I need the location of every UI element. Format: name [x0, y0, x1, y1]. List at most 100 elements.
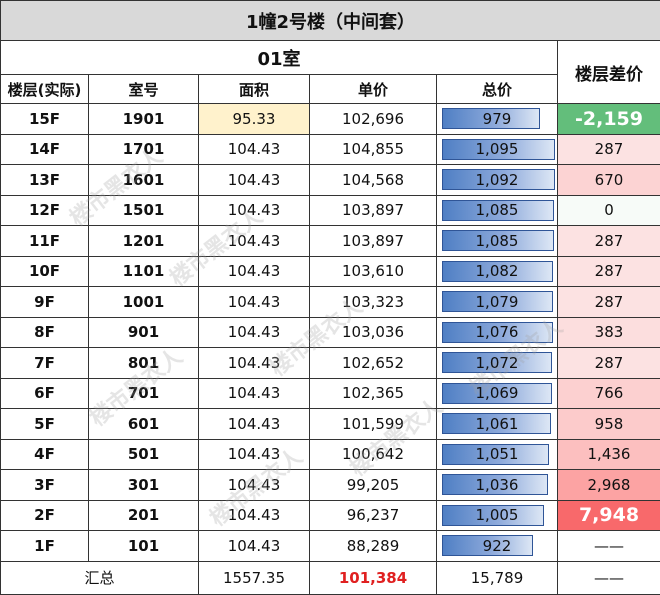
summary-total: 15,789	[437, 561, 558, 594]
cell-price: 103,036	[310, 317, 437, 348]
summary-label: 汇总	[1, 561, 199, 594]
cell-area: 104.43	[199, 348, 310, 379]
summary-diff: ——	[558, 561, 660, 594]
cell-floor-diff: ——	[558, 531, 660, 562]
room-label: 01室	[1, 41, 558, 75]
cell-floor-diff: 670	[558, 165, 660, 196]
cell-total: 1,082	[437, 256, 558, 287]
cell-floor: 10F	[1, 256, 89, 287]
cell-price: 99,205	[310, 470, 437, 501]
cell-floor-diff: 287	[558, 134, 660, 165]
cell-total: 922	[437, 531, 558, 562]
cell-floor: 12F	[1, 195, 89, 226]
cell-floor-diff: 1,436	[558, 439, 660, 470]
col-header-total: 总价	[437, 75, 558, 104]
col-header-floor: 楼层(实际)	[1, 75, 89, 104]
cell-area: 104.43	[199, 226, 310, 257]
cell-price: 102,696	[310, 104, 437, 135]
total-value: 1,072	[476, 354, 519, 372]
cell-price: 104,568	[310, 165, 437, 196]
cell-price: 102,652	[310, 348, 437, 379]
cell-price: 104,855	[310, 134, 437, 165]
cell-floor-diff: 383	[558, 317, 660, 348]
cell-floor: 6F	[1, 378, 89, 409]
cell-floor: 14F	[1, 134, 89, 165]
cell-price: 96,237	[310, 500, 437, 531]
cell-total: 1,072	[437, 348, 558, 379]
cell-floor: 1F	[1, 531, 89, 562]
cell-floor-diff: 287	[558, 348, 660, 379]
cell-price: 102,365	[310, 378, 437, 409]
summary-area: 1557.35	[199, 561, 310, 594]
cell-floor: 11F	[1, 226, 89, 257]
cell-total: 1,061	[437, 409, 558, 440]
cell-price: 101,599	[310, 409, 437, 440]
cell-total: 1,036	[437, 470, 558, 501]
cell-unit: 601	[89, 409, 199, 440]
total-value: 1,079	[476, 293, 519, 311]
cell-floor: 4F	[1, 439, 89, 470]
cell-floor-diff: 766	[558, 378, 660, 409]
cell-area: 104.43	[199, 378, 310, 409]
cell-total: 1,069	[437, 378, 558, 409]
cell-area: 104.43	[199, 317, 310, 348]
table-title: 1幢2号楼（中间套）	[1, 1, 660, 41]
cell-total: 1,076	[437, 317, 558, 348]
cell-area: 95.33	[199, 104, 310, 135]
cell-unit: 1201	[89, 226, 199, 257]
cell-area: 104.43	[199, 134, 310, 165]
cell-unit: 1501	[89, 195, 199, 226]
cell-unit: 1901	[89, 104, 199, 135]
col-header-area: 面积	[199, 75, 310, 104]
col-header-unit: 室号	[89, 75, 199, 104]
cell-unit: 101	[89, 531, 199, 562]
cell-area: 104.43	[199, 409, 310, 440]
cell-floor: 8F	[1, 317, 89, 348]
cell-price: 88,289	[310, 531, 437, 562]
total-value: 922	[483, 537, 512, 555]
cell-unit: 501	[89, 439, 199, 470]
summary-row: 汇总 1557.35 101,384 15,789 ——	[1, 561, 660, 594]
total-value: 1,036	[476, 476, 519, 494]
cell-total: 1,085	[437, 226, 558, 257]
cell-total: 1,005	[437, 500, 558, 531]
cell-unit: 201	[89, 500, 199, 531]
cell-total: 1,079	[437, 287, 558, 318]
summary-price: 101,384	[310, 561, 437, 594]
cell-unit: 1701	[89, 134, 199, 165]
cell-unit: 1601	[89, 165, 199, 196]
cell-floor: 13F	[1, 165, 89, 196]
cell-unit: 1101	[89, 256, 199, 287]
total-value: 1,005	[476, 506, 519, 524]
cell-floor-diff: 0	[558, 195, 660, 226]
cell-area: 104.43	[199, 531, 310, 562]
cell-total: 1,095	[437, 134, 558, 165]
cell-floor: 5F	[1, 409, 89, 440]
cell-price: 103,897	[310, 226, 437, 257]
total-value: 1,051	[476, 445, 519, 463]
total-value: 1,092	[476, 171, 519, 189]
cell-price: 100,642	[310, 439, 437, 470]
cell-floor-diff: 287	[558, 226, 660, 257]
cell-total: 1,092	[437, 165, 558, 196]
cell-unit: 301	[89, 470, 199, 501]
cell-floor-diff: 287	[558, 256, 660, 287]
total-value: 1,082	[476, 262, 519, 280]
total-value: 979	[483, 110, 512, 128]
cell-unit: 1001	[89, 287, 199, 318]
cell-total: 1,085	[437, 195, 558, 226]
total-value: 1,085	[476, 201, 519, 219]
cell-floor-diff: 2,968	[558, 470, 660, 501]
